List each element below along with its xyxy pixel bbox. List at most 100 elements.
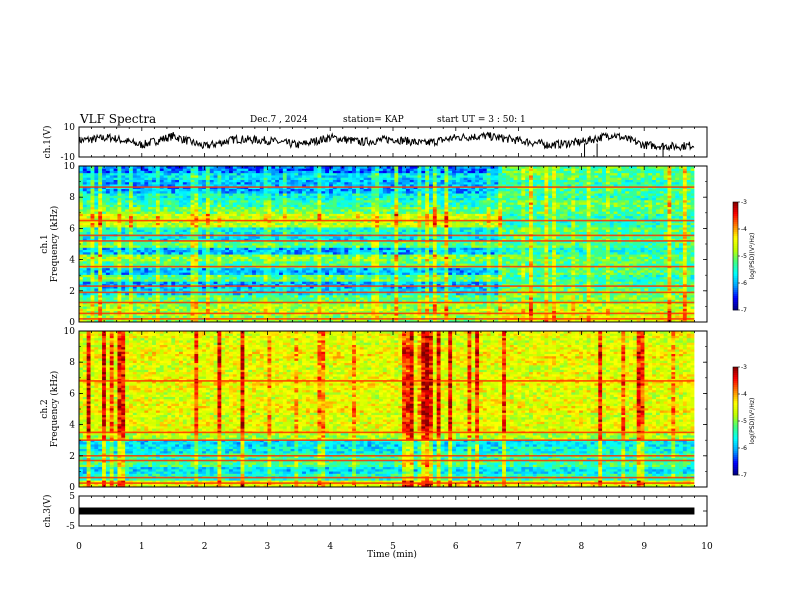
spectrogram-cell	[336, 224, 341, 228]
spectrogram-cell	[79, 236, 84, 239]
spectrogram-cell	[232, 247, 238, 251]
spectrogram-cell	[302, 175, 307, 178]
spectrogram-cell	[286, 238, 291, 242]
spectrogram-cell	[275, 249, 280, 253]
spectrogram-cell	[221, 285, 226, 289]
spectrogram-cell	[244, 251, 249, 255]
spectrogram-cell	[313, 231, 318, 235]
spectrogram-cell	[102, 272, 107, 275]
spectrogram-cell	[186, 315, 191, 318]
spectrogram-cell	[202, 294, 207, 298]
spectrogram-cell	[159, 319, 165, 322]
spectrogram-cell	[317, 175, 322, 178]
spectrogram-cell	[225, 308, 230, 312]
spectrogram-cell	[255, 175, 261, 178]
spectrogram-cell	[348, 254, 353, 257]
spectrogram-cell	[132, 166, 138, 169]
spectrogram-cell	[248, 270, 253, 273]
spectrogram-cell	[325, 242, 330, 246]
spectrogram-cell	[221, 197, 226, 201]
spectrogram-cell	[217, 306, 222, 309]
spectrogram-cell	[136, 193, 141, 196]
spectrogram-cell	[213, 184, 218, 187]
spectrogram-cell	[86, 231, 91, 235]
spectrogram-cell	[240, 285, 245, 289]
spectrogram-cell	[267, 193, 272, 196]
spectrogram-cell	[221, 177, 226, 180]
spectrogram-cell	[279, 179, 284, 183]
spectrogram-cell	[344, 231, 349, 235]
spectrogram-cell	[182, 188, 188, 192]
spectrogram-cell	[313, 294, 318, 298]
spectrogram-cell	[290, 308, 295, 312]
spectrogram-cell	[194, 267, 199, 271]
spectrogram-cell	[259, 315, 265, 318]
spectrogram-cell	[252, 306, 257, 309]
spectrogram-cell	[225, 168, 230, 171]
spectrogram-cell	[232, 238, 238, 242]
spectrogram-cell	[286, 263, 291, 266]
spectrogram-cell	[179, 306, 184, 309]
spectrogram-cell	[163, 224, 168, 228]
spectrogram-cell	[217, 285, 222, 289]
spectrogram-cell	[252, 276, 257, 280]
spectrogram-cell	[244, 267, 249, 271]
spectrogram-cell	[255, 168, 261, 171]
spectrogram-cell	[167, 224, 172, 228]
spectrogram-cell	[248, 197, 253, 201]
spectrogram-cell	[213, 222, 218, 226]
spectrogram-cell	[132, 292, 138, 296]
spectrogram-cell	[317, 220, 322, 223]
spectrogram-cell	[225, 231, 230, 235]
spectrogram-cell	[259, 195, 265, 199]
spectrogram-cell	[232, 168, 238, 171]
spectrogram-cell	[275, 274, 280, 278]
spectrogram-cell	[248, 211, 253, 214]
spectrogram-cell	[332, 168, 338, 171]
spectrogram-cell	[198, 281, 203, 284]
spectrogram-cell	[148, 168, 153, 171]
spectrogram-cell	[352, 249, 357, 253]
spectrogram-cell	[194, 218, 199, 221]
spectrogram-cell	[267, 229, 272, 232]
spectrogram-cell	[317, 170, 322, 174]
spectrogram-cell	[271, 172, 276, 176]
spectrogram-cell	[159, 204, 165, 208]
spectrogram-cell	[252, 195, 257, 199]
spectrogram-cell	[175, 274, 180, 278]
spectrogram-cell	[321, 288, 326, 291]
spectrogram-cell	[302, 274, 307, 278]
spectrogram-cell	[79, 310, 84, 314]
spectrogram-cell	[255, 166, 261, 169]
spectrogram-cell	[302, 218, 307, 221]
spectrogram-cell	[229, 179, 234, 183]
spectrogram-cell	[271, 240, 276, 244]
spectrogram-cell	[305, 172, 311, 176]
spectrogram-cell	[132, 247, 138, 251]
spectrogram-cell	[155, 267, 161, 271]
spectrogram-cell	[205, 222, 211, 226]
spectrogram-cell	[336, 247, 341, 251]
spectrogram-cell	[202, 310, 207, 314]
spectrogram-cell	[125, 285, 130, 289]
spectrogram-cell	[175, 294, 180, 298]
spectrogram-cell	[213, 249, 218, 253]
spectrogram-cell	[325, 310, 330, 314]
spectrogram-cell	[348, 292, 353, 296]
spectrogram-cell	[229, 195, 234, 199]
spectrogram-cell	[244, 240, 249, 244]
spectrogram-cell	[179, 184, 184, 187]
spectrogram-cell	[182, 202, 188, 205]
spectrogram-cell	[325, 299, 330, 303]
spectrogram-cell	[167, 288, 172, 291]
spectrogram-cell	[286, 229, 291, 232]
spectrogram-cell	[252, 274, 257, 278]
spectrogram-cell	[286, 177, 291, 180]
spectrogram-cell	[317, 312, 322, 316]
spectrogram-cell	[171, 215, 176, 219]
spectrogram-cell	[175, 281, 180, 284]
spectrogram-cell	[309, 204, 315, 208]
spectrogram-cell	[163, 288, 168, 291]
spectrogram-cell	[140, 204, 145, 208]
spectrogram-cell	[205, 202, 211, 205]
